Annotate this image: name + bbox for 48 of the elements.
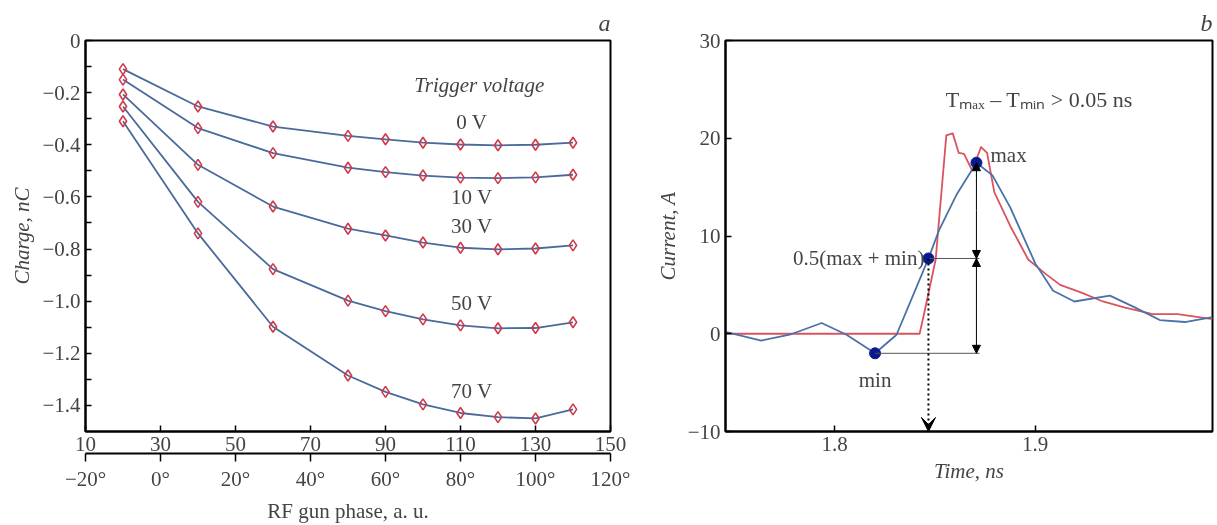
y-tick-label: 0 (710, 321, 721, 346)
annotation: 0.5(max + min) (793, 246, 925, 271)
legend-title: Trigger voltage (414, 72, 545, 97)
x-tick-label: 130 (519, 431, 552, 456)
x2-tick-label: 0° (151, 466, 170, 491)
x2-axis-title: RF gun phase, a. u. (267, 498, 429, 523)
x2-tick-label: 120° (590, 466, 631, 491)
x2-tick-label: 60° (370, 466, 401, 491)
y-tick-label: 0 (70, 28, 81, 53)
x-tick-label: 90 (375, 431, 396, 456)
annotation: min (858, 367, 892, 392)
x-tick-label: 150 (594, 431, 627, 456)
x2-tick-label: 20° (220, 466, 251, 491)
series-label: 70 V (451, 378, 493, 403)
y-tick-label: −1.4 (42, 393, 81, 418)
y-axis-title: Charge, nC (10, 186, 35, 285)
x-axis-title: Time, ns (933, 458, 1005, 483)
y-tick-label: −0.4 (42, 132, 81, 157)
x-tick-label: 1.9 (1022, 431, 1049, 456)
series-label: 10 V (451, 185, 493, 210)
y-tick-label: 20 (699, 126, 721, 151)
x-tick-label: 70 (300, 431, 321, 456)
x2-tick-label: 100° (515, 466, 556, 491)
y-tick-label: −0.2 (42, 80, 81, 105)
annotation: max (990, 142, 1028, 167)
series-label: 30 V (451, 213, 493, 238)
y-tick-label: −0.6 (42, 184, 81, 209)
y-tick-label: −1.0 (42, 289, 81, 314)
series-label: 0 V (456, 110, 487, 135)
x2-tick-label: −20° (64, 466, 107, 491)
y-axis-title: Current, A (655, 191, 680, 281)
point (869, 347, 882, 360)
x-tick-label: 50 (225, 431, 246, 456)
chart-title: b (1200, 9, 1213, 36)
x-tick-label: 1.8 (821, 431, 848, 456)
series-label: 50 V (451, 291, 493, 316)
line-series (725, 132, 1213, 335)
annotation: Tₘₐₓ – Tₘᵢₙ > 0.05 ns (945, 86, 1133, 112)
x2-tick-label: 80° (445, 466, 476, 491)
y-tick-label: 10 (699, 224, 721, 248)
y-tick-label: −1.2 (42, 341, 81, 366)
y-tick-label: 30 (699, 28, 721, 53)
x2-tick-label: 40° (295, 466, 326, 491)
chart-title: a (598, 9, 611, 36)
y-tick-label: −10 (687, 419, 721, 444)
x-tick-label: 30 (150, 431, 171, 456)
y-tick-label: −0.8 (42, 237, 81, 262)
x-tick-label: 110 (445, 431, 476, 456)
